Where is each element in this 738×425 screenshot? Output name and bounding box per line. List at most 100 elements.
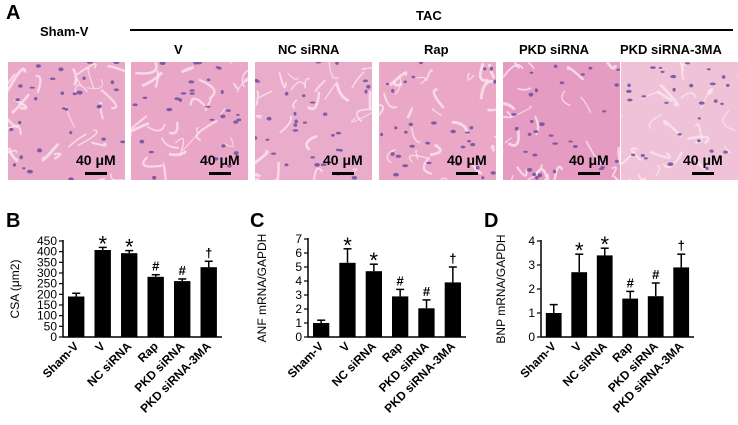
cell-nucleus: [265, 138, 270, 141]
y-tick-label: 250: [37, 277, 57, 291]
tissue-gap: [224, 137, 234, 148]
tissue-gap: [204, 98, 212, 112]
histology-image-pkd-sirna-3ma: [621, 62, 738, 180]
tissue-gap: [487, 108, 496, 112]
y-tick-label: 200: [37, 287, 57, 301]
tissue-gap: [680, 92, 697, 99]
tissue-gap: [379, 103, 385, 117]
tissue-gap: [324, 81, 339, 100]
cell-nucleus: [602, 110, 607, 113]
tissue-gap: [255, 177, 260, 180]
bar: [596, 255, 613, 337]
y-tick-label: 350: [37, 255, 57, 269]
y-tick-label: 3: [528, 258, 535, 272]
tissue-gap: [431, 108, 442, 117]
cell-nucleus: [351, 176, 358, 180]
cell-nucleus: [320, 163, 327, 167]
tissue-gap: [175, 137, 185, 157]
tissue-gap: [279, 115, 293, 134]
condition-header-pkd-sirna: PKD siRNA: [519, 42, 590, 57]
cell-nucleus: [34, 97, 38, 101]
cell-nucleus: [580, 73, 585, 76]
cell-nucleus: [335, 62, 339, 65]
tissue-gap: [700, 89, 712, 110]
y-tick-label: 5: [295, 260, 302, 274]
cell-nucleus: [72, 92, 77, 96]
tissue-gap: [86, 78, 103, 90]
cell-nucleus: [189, 92, 195, 95]
cell-nucleus: [18, 120, 22, 125]
cell-nucleus: [616, 68, 620, 71]
cell-nucleus: [22, 167, 26, 170]
tissue-gap: [383, 92, 398, 109]
bar: [147, 276, 164, 337]
tissue-gap: [585, 140, 603, 165]
bar: [673, 267, 690, 337]
tissue-gap: [41, 143, 60, 162]
cell-nucleus: [588, 66, 593, 70]
tissue-gap: [503, 102, 516, 111]
cell-nucleus: [705, 166, 709, 171]
tissue-gap: [135, 62, 158, 75]
scale-label: 40 μM: [200, 152, 240, 168]
y-tick-label: 0: [295, 330, 302, 344]
cell-nucleus: [713, 99, 718, 103]
cell-nucleus: [598, 168, 604, 170]
cell-nucleus: [537, 173, 542, 178]
cell-nucleus: [189, 89, 195, 92]
cell-nucleus: [552, 142, 559, 145]
tissue-gap: [425, 69, 434, 82]
tissue-gap: [630, 147, 642, 162]
cell-nucleus: [148, 150, 154, 154]
cell-nucleus: [425, 141, 431, 145]
cell-nucleus: [532, 153, 538, 157]
cell-nucleus: [426, 161, 432, 165]
tissue-gap: [255, 173, 261, 178]
scale-bar: [332, 172, 354, 175]
cell-nucleus: [331, 133, 335, 137]
cell-nucleus: [706, 68, 711, 71]
tissue-gap: [304, 77, 310, 89]
tissue-gap: [478, 62, 489, 82]
cell-nucleus: [292, 129, 299, 132]
cell-nucleus: [709, 82, 716, 86]
histology-image-pkd-sirna: [503, 62, 620, 180]
significance-mark: *: [370, 248, 379, 273]
tissue-gap: [168, 121, 179, 135]
tissue-gap: [415, 149, 419, 160]
cell-nucleus: [58, 67, 64, 72]
cell-nucleus: [641, 95, 647, 98]
x-tick-label: NC siRNA: [84, 339, 134, 389]
cell-nucleus: [209, 118, 215, 121]
bar: [365, 271, 382, 337]
tissue-gap: [351, 111, 372, 123]
scale-bar: [209, 172, 231, 175]
bar: [200, 267, 217, 337]
y-tick-label: 2: [295, 302, 302, 316]
cell-nucleus: [403, 80, 407, 84]
cell-nucleus: [12, 163, 16, 167]
tissue-gap: [181, 133, 198, 152]
cell-nucleus: [364, 89, 368, 94]
cell-nucleus: [314, 163, 320, 167]
cell-nucleus: [418, 62, 424, 65]
tissue-gap: [429, 143, 442, 157]
cell-nucleus: [548, 134, 554, 137]
tissue-gap: [490, 144, 495, 152]
cell-nucleus: [9, 127, 14, 132]
tissue-gap: [510, 174, 514, 180]
cell-nucleus: [490, 171, 496, 175]
cell-nucleus: [159, 62, 166, 65]
tissue-gap: [566, 66, 585, 81]
tissue-gap: [255, 90, 260, 106]
scale-label: 40 μM: [323, 152, 363, 168]
cell-nucleus: [626, 89, 632, 93]
condition-header-nc-sirna: NC siRNA: [278, 42, 340, 57]
bar: [571, 272, 588, 337]
x-tick-label: Sham-V: [517, 339, 558, 380]
cell-nucleus: [15, 98, 20, 102]
tissue-gap: [663, 119, 683, 138]
y-tick-label: 7: [295, 232, 302, 246]
